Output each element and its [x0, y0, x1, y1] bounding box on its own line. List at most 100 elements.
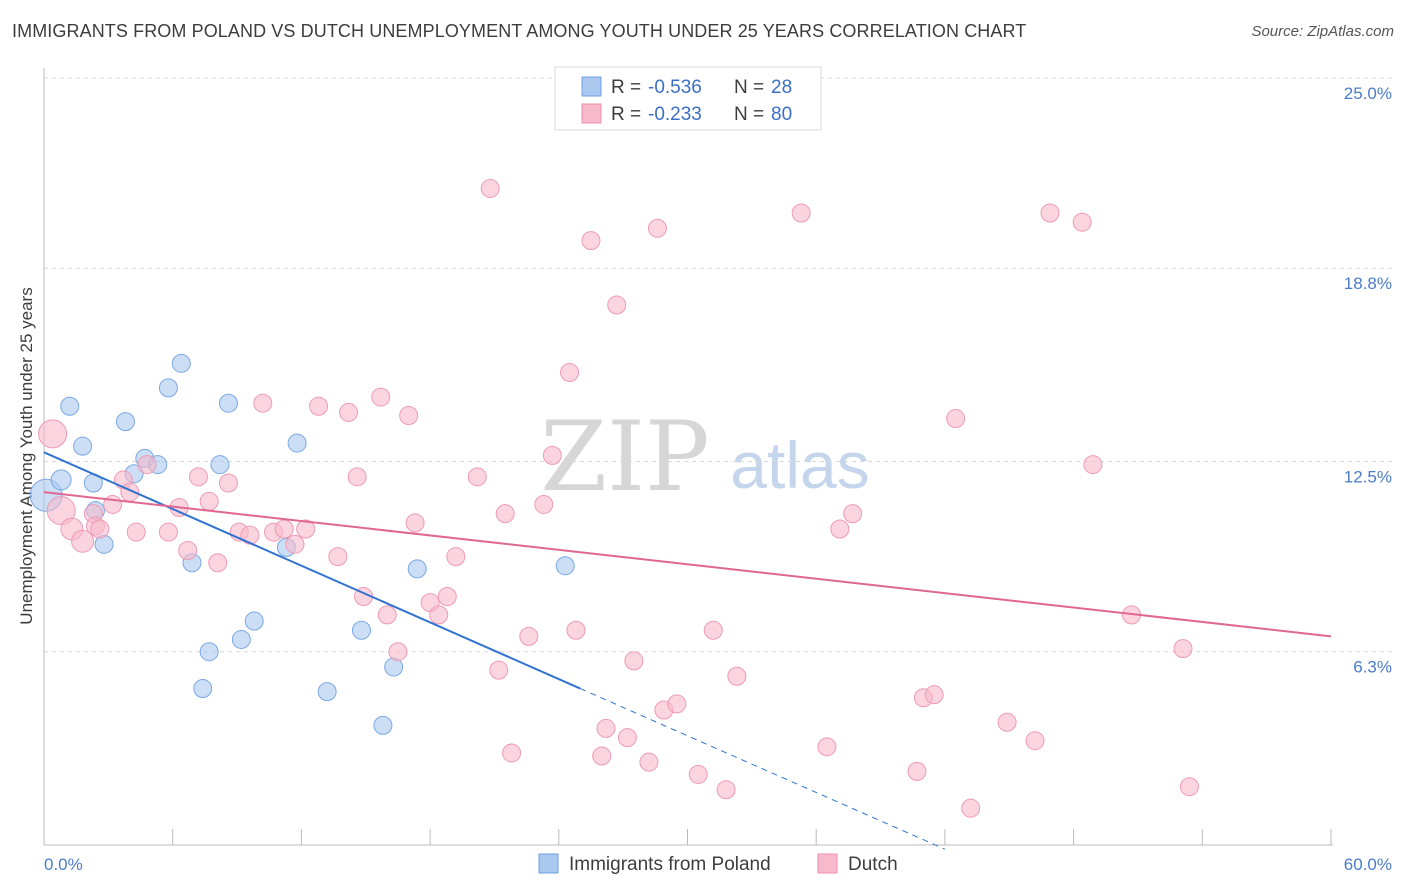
poland-point — [244, 611, 264, 631]
poland-point — [73, 436, 93, 456]
dutch-point — [502, 743, 522, 763]
legend-swatch-dutch — [581, 103, 602, 124]
legend-r-label-dutch: R = — [611, 104, 641, 125]
dutch-point — [607, 295, 627, 315]
poland-point — [555, 556, 575, 576]
dutch-point — [596, 718, 616, 738]
dutch-point — [924, 685, 944, 705]
poland-point — [199, 642, 219, 662]
poland-point — [116, 412, 136, 432]
series-dutch — [38, 178, 1199, 818]
chart-title: IMMIGRANTS FROM POLAND VS DUTCH UNEMPLOY… — [12, 21, 1027, 41]
dutch-point — [218, 473, 238, 493]
y-tick-labels: 6.3% 12.5% 18.8% 25.0% — [1344, 84, 1392, 677]
bottom-legend-swatch-poland — [538, 853, 559, 874]
dutch-point — [90, 519, 110, 539]
poland-trend-extension — [580, 688, 946, 850]
dutch-trend-line — [43, 491, 1332, 638]
legend-swatch-poland — [581, 76, 602, 97]
bottom-legend-label-dutch: Dutch — [848, 854, 898, 875]
poland-point — [351, 620, 371, 640]
gridlines — [44, 77, 1393, 653]
dutch-point — [103, 494, 123, 514]
dutch-point — [727, 666, 747, 686]
dutch-point — [1083, 455, 1103, 475]
dutch-point — [188, 467, 208, 487]
y-tick-label: 18.8% — [1344, 274, 1392, 293]
dutch-point — [997, 712, 1017, 732]
dutch-point — [46, 496, 76, 526]
poland-point — [50, 469, 72, 491]
dutch-point — [285, 534, 305, 554]
dutch-point — [907, 761, 927, 781]
dutch-point — [296, 519, 316, 539]
dutch-point — [347, 467, 367, 487]
dutch-point — [560, 363, 580, 383]
poland-point — [317, 682, 337, 702]
dutch-point — [1040, 203, 1060, 223]
poland-point — [60, 396, 80, 416]
axes — [43, 68, 1333, 846]
dutch-point — [399, 405, 419, 425]
dutch-point — [1173, 639, 1193, 659]
x-tick-label-max: 60.0% — [1344, 855, 1392, 874]
dutch-point — [71, 529, 95, 553]
dutch-point — [377, 605, 397, 625]
legend-n-value-poland: 28 — [771, 77, 792, 98]
dutch-point — [328, 547, 348, 567]
dutch-point — [178, 540, 198, 560]
dutch-point — [716, 780, 736, 800]
legend-r-value-dutch: -0.233 — [648, 104, 702, 125]
dutch-point — [639, 752, 659, 772]
dutch-point — [405, 513, 425, 533]
source-label: Source: ZipAtlas.com — [1251, 23, 1394, 40]
dutch-point — [617, 728, 637, 748]
dutch-point — [688, 764, 708, 784]
watermark-atlas: atlas — [730, 428, 869, 502]
dutch-point — [566, 620, 586, 640]
dutch-point — [480, 178, 500, 198]
bottom-legend-label-poland: Immigrants from Poland — [569, 854, 771, 875]
poland-point — [210, 455, 230, 475]
poland-point — [171, 353, 191, 373]
dutch-point — [534, 494, 554, 514]
legend-r-label-poland: R = — [611, 77, 641, 98]
poland-point — [373, 715, 393, 735]
poland-point — [407, 559, 427, 579]
dutch-point — [446, 547, 466, 567]
dutch-point — [1025, 731, 1045, 751]
dutch-point — [703, 620, 723, 640]
legend-n-label-poland: N = — [734, 77, 764, 98]
dutch-point — [946, 409, 966, 429]
dutch-point — [339, 402, 359, 422]
series-legend: Immigrants from Poland Dutch — [538, 853, 898, 875]
dutch-point — [624, 651, 644, 671]
dutch-point — [137, 455, 157, 475]
trend-lines — [43, 451, 1332, 850]
legend-n-label-dutch: N = — [734, 104, 764, 125]
correlation-legend: R = -0.536 N = 28 R = -0.233 N = 80 — [554, 66, 822, 131]
dutch-point — [253, 393, 273, 413]
dutch-point — [581, 231, 601, 251]
poland-point — [193, 679, 213, 699]
y-tick-label: 25.0% — [1344, 84, 1392, 103]
dutch-point — [1179, 777, 1199, 797]
dutch-point — [199, 491, 219, 511]
dutch-point — [647, 218, 667, 238]
dutch-point — [274, 519, 294, 539]
dutch-point — [843, 504, 863, 524]
dutch-point — [519, 626, 539, 646]
dutch-point — [489, 660, 509, 680]
dutch-point — [208, 553, 228, 573]
dutch-point — [126, 522, 146, 542]
dutch-point — [309, 396, 329, 416]
dutch-point — [961, 798, 981, 818]
poland-point — [287, 433, 307, 453]
dutch-point — [467, 467, 487, 487]
series-immigrants-from-poland — [29, 353, 575, 735]
dutch-point — [388, 642, 408, 662]
x-tick-label-min: 0.0% — [44, 855, 83, 874]
y-tick-label: 6.3% — [1353, 658, 1392, 677]
dutch-point — [1072, 212, 1092, 232]
